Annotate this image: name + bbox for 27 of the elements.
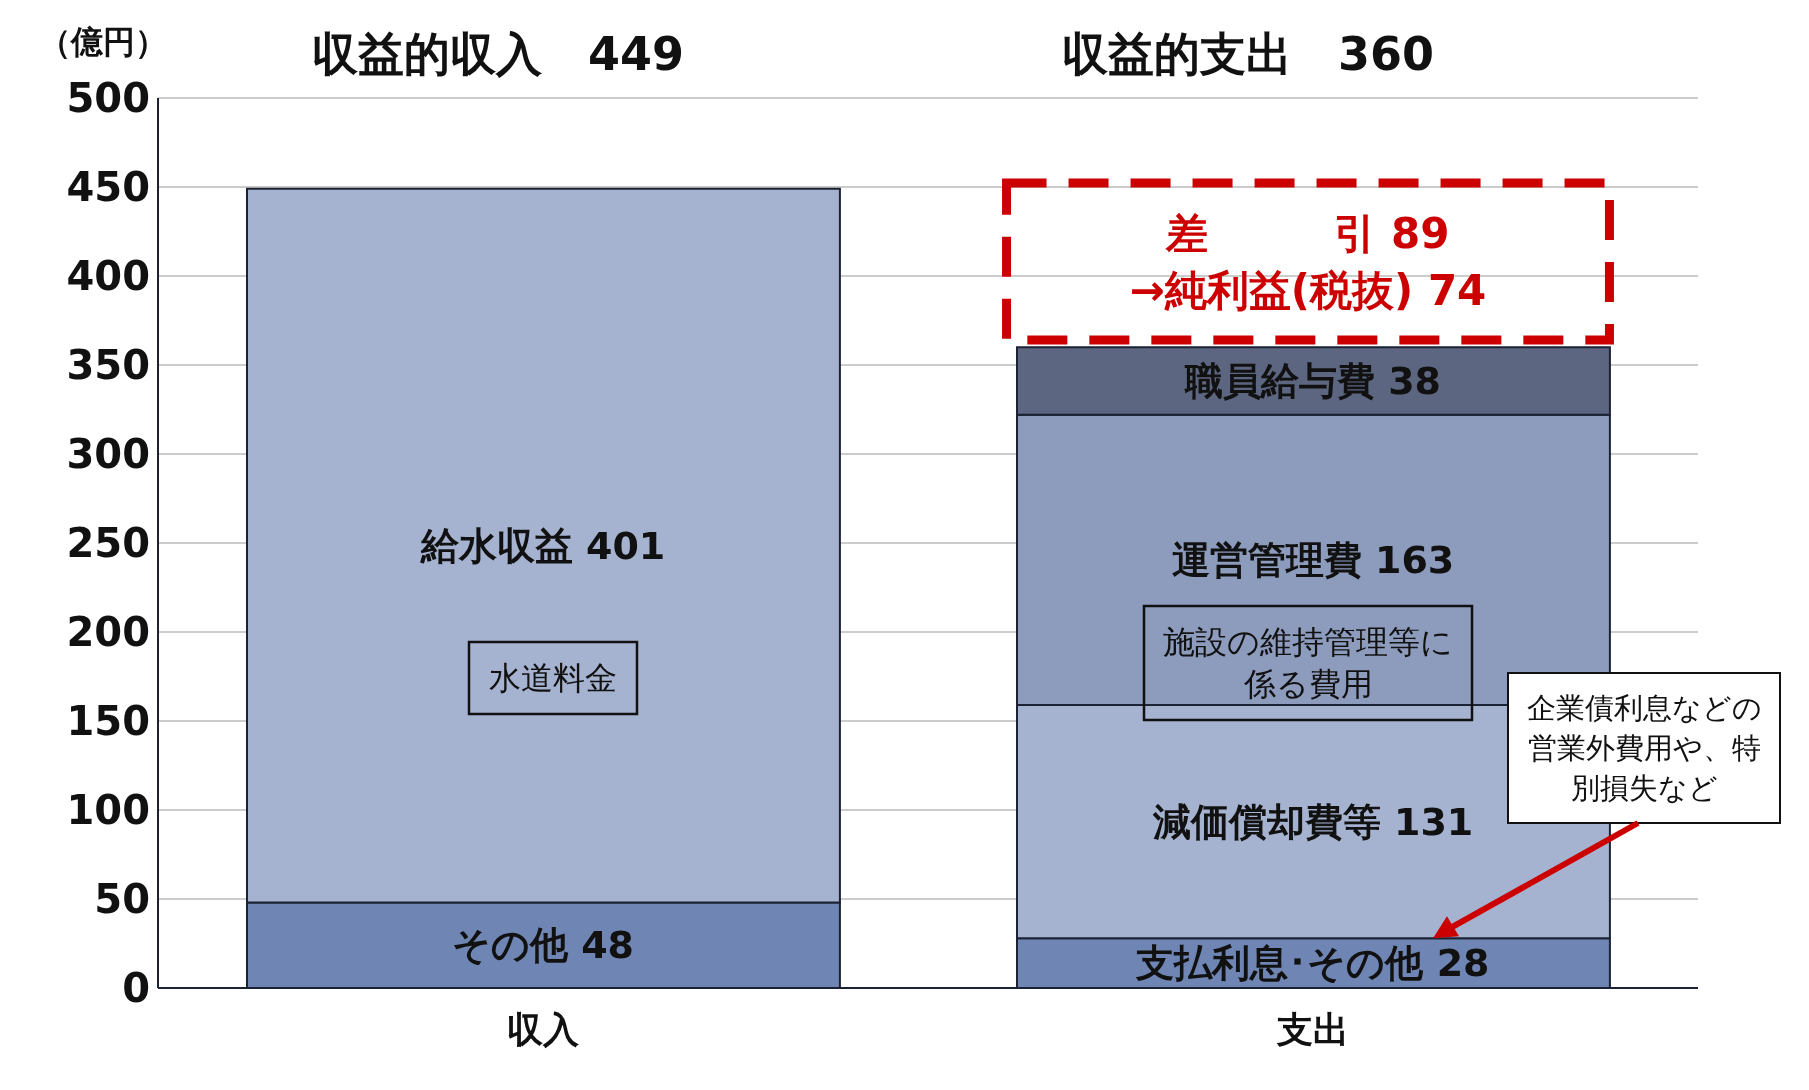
y-tick-label: 350 [66,342,150,389]
text: 収益的収入 449 [311,27,685,81]
x-tick-label: 収入 [507,1008,580,1050]
annotation: 差 引 89 [1165,208,1450,258]
y-tick-label: 450 [66,164,150,211]
y-tick-label: 250 [66,520,150,567]
data-label: 給水収益 401 [419,523,666,568]
y-axis-title: （億円） [39,23,167,61]
annotation: →純利益(税抜) 74 [1129,265,1487,315]
annotation: 施設の維持管理等に係る費用 [1163,623,1453,703]
annotation: 企業債利息などの営業外費用や、特別損失など [1526,691,1762,805]
y-tick-label: 0 [122,965,150,1012]
data-label: 職員給与費 38 [1183,359,1442,404]
y-tick-label: 150 [66,698,150,745]
data-label: 運営管理費 163 [1171,537,1455,582]
y-tick-label: 200 [66,609,150,656]
text: 収益的支出 360 [1061,27,1435,81]
data-label: その他 48 [451,923,635,968]
data-label: 支払利息･その他 28 [1135,941,1490,986]
y-tick-label: 100 [66,787,150,834]
y-tick-label: 400 [66,253,150,300]
y-tick-label: 500 [66,75,150,122]
data-label: 減価償却費等 131 [1151,799,1474,844]
y-tick-label: 50 [94,876,150,923]
x-tick-label: 支出 [1276,1008,1349,1050]
annotation: 水道料金 [489,659,617,697]
y-tick-label: 300 [66,431,150,478]
